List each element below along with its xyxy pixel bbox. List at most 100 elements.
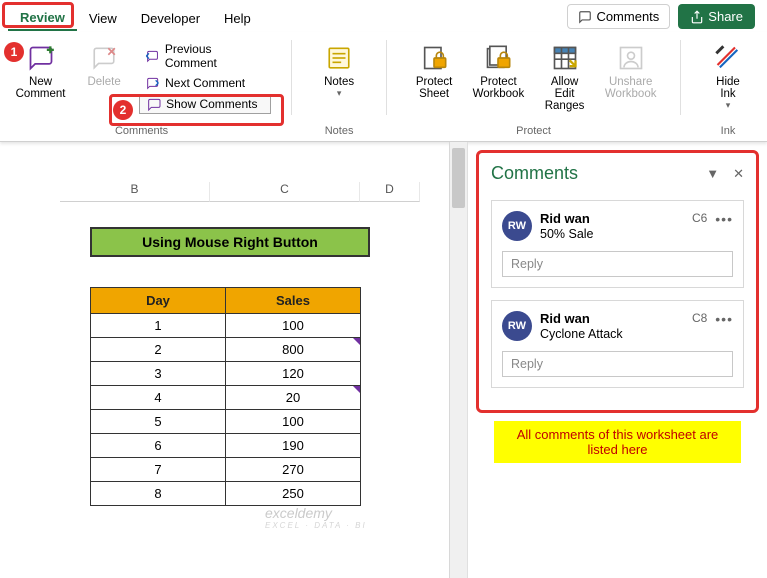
new-comment-icon (25, 42, 57, 74)
table-row[interactable]: 420 (91, 386, 361, 410)
cell-day[interactable]: 1 (91, 314, 226, 338)
unshare-icon (615, 42, 647, 74)
cell-day[interactable]: 5 (91, 410, 226, 434)
protect-sheet-label: Protect Sheet (416, 76, 452, 100)
comments-button[interactable]: Comments (567, 4, 670, 29)
group-comments: New Comment Delete Previous Comment Next… (12, 40, 271, 137)
chevron-down-icon: ▾ (337, 88, 342, 99)
callout-badge-1: 1 (4, 42, 24, 62)
comment-indicator-icon[interactable] (353, 386, 360, 393)
separator (386, 40, 387, 115)
comment-menu-icon[interactable]: ••• (715, 311, 733, 327)
comment-card[interactable]: RW Rid wan Cyclone Attack C8 ••• Reply (491, 300, 744, 388)
table-row[interactable]: 6190 (91, 434, 361, 458)
next-comment-button[interactable]: Next Comment (139, 74, 271, 92)
show-comments-label: Show Comments (166, 97, 257, 111)
comment-indicator-icon[interactable] (353, 338, 360, 345)
data-table: Day Sales 110028003120420510061907270825… (90, 287, 361, 506)
sheet-area: B C D Using Mouse Right Button Day Sales… (0, 142, 767, 578)
avatar: RW (502, 211, 532, 241)
allow-edit-icon (549, 42, 581, 74)
prev-comment-button[interactable]: Previous Comment (139, 40, 271, 72)
cell-day[interactable]: 3 (91, 362, 226, 386)
comment-cell-ref: C8 (692, 311, 707, 325)
comment-text: 50% Sale (540, 227, 684, 241)
table-row[interactable]: 7270 (91, 458, 361, 482)
group-notes: Notes ▾ Notes (312, 40, 366, 137)
group-ink: Hide Ink ▾ Ink (701, 40, 755, 137)
table-row[interactable]: 2800 (91, 338, 361, 362)
pane-close-icon[interactable]: ✕ (733, 166, 744, 182)
cell-day[interactable]: 8 (91, 482, 226, 506)
cell-day[interactable]: 4 (91, 386, 226, 410)
share-button[interactable]: Share (678, 4, 755, 29)
next-comment-icon (145, 76, 161, 90)
chevron-down-icon: ▾ (726, 100, 731, 111)
sheet-title-cell[interactable]: Using Mouse Right Button (90, 227, 370, 257)
protect-workbook-icon (482, 42, 514, 74)
cell-day[interactable]: 6 (91, 434, 226, 458)
table-header-day[interactable]: Day (91, 288, 226, 314)
cell-sales[interactable]: 800 (226, 338, 361, 362)
notes-button[interactable]: Notes ▾ (312, 40, 366, 123)
group-protect-label: Protect (516, 125, 551, 137)
protect-workbook-button[interactable]: Protect Workbook (469, 40, 528, 123)
comment-menu-icon[interactable]: ••• (715, 211, 733, 227)
tab-view[interactable]: View (77, 7, 129, 30)
show-comments-icon (146, 97, 162, 111)
notes-label: Notes (324, 76, 354, 88)
grid-area[interactable]: B C D Using Mouse Right Button Day Sales… (0, 142, 449, 578)
reply-input[interactable]: Reply (502, 351, 733, 377)
comment-text: Cyclone Attack (540, 327, 684, 341)
show-comments-button[interactable]: Show Comments (139, 94, 271, 114)
vertical-scrollbar[interactable] (449, 142, 467, 578)
allow-edit-button[interactable]: Allow Edit Ranges (536, 40, 594, 123)
next-comment-label: Next Comment (165, 76, 245, 90)
tab-review[interactable]: Review (8, 6, 77, 31)
new-comment-label: New Comment (16, 76, 66, 100)
prev-comment-label: Previous Comment (165, 42, 265, 70)
share-icon (690, 10, 704, 24)
comment-card[interactable]: RW Rid wan 50% Sale C6 ••• Reply (491, 200, 744, 288)
hide-ink-label: Hide Ink (716, 76, 740, 100)
tab-help[interactable]: Help (212, 7, 263, 30)
delete-comment-icon (88, 42, 120, 74)
protect-workbook-label: Protect Workbook (473, 76, 525, 100)
cell-sales[interactable]: 100 (226, 314, 361, 338)
col-header-c[interactable]: C (210, 182, 360, 202)
tab-developer[interactable]: Developer (129, 7, 212, 30)
cell-sales[interactable]: 120 (226, 362, 361, 386)
cell-sales[interactable]: 100 (226, 410, 361, 434)
separator (680, 40, 681, 115)
comment-cell-ref: C6 (692, 211, 707, 225)
table-row[interactable]: 8250 (91, 482, 361, 506)
cell-sales[interactable]: 270 (226, 458, 361, 482)
col-header-d[interactable]: D (360, 182, 420, 202)
scroll-thumb[interactable] (452, 148, 465, 208)
comment-author: Rid wan (540, 211, 684, 226)
ribbon-tabs: Review View Developer Help Comments Shar… (0, 0, 767, 32)
protect-sheet-button[interactable]: Protect Sheet (407, 40, 461, 123)
comment-author: Rid wan (540, 311, 684, 326)
separator (291, 40, 292, 115)
hide-ink-button[interactable]: Hide Ink ▾ (701, 40, 755, 123)
table-row[interactable]: 1100 (91, 314, 361, 338)
cell-sales[interactable]: 250 (226, 482, 361, 506)
cell-day[interactable]: 2 (91, 338, 226, 362)
top-right-buttons: Comments Share (567, 4, 755, 29)
ribbon-body: New Comment Delete Previous Comment Next… (0, 32, 767, 142)
hide-ink-icon (712, 42, 744, 74)
table-row[interactable]: 3120 (91, 362, 361, 386)
col-header-b[interactable]: B (60, 182, 210, 202)
comments-pane-title: Comments (491, 163, 578, 184)
reply-input[interactable]: Reply (502, 251, 733, 277)
table-header-sales[interactable]: Sales (226, 288, 361, 314)
pane-dropdown-icon[interactable]: ▼ (706, 166, 719, 182)
annotation-note: All comments of this worksheet are liste… (494, 421, 741, 463)
cell-sales[interactable]: 190 (226, 434, 361, 458)
avatar: RW (502, 311, 532, 341)
cell-day[interactable]: 7 (91, 458, 226, 482)
table-row[interactable]: 5100 (91, 410, 361, 434)
allow-edit-label: Allow Edit Ranges (540, 76, 590, 112)
cell-sales[interactable]: 20 (226, 386, 361, 410)
